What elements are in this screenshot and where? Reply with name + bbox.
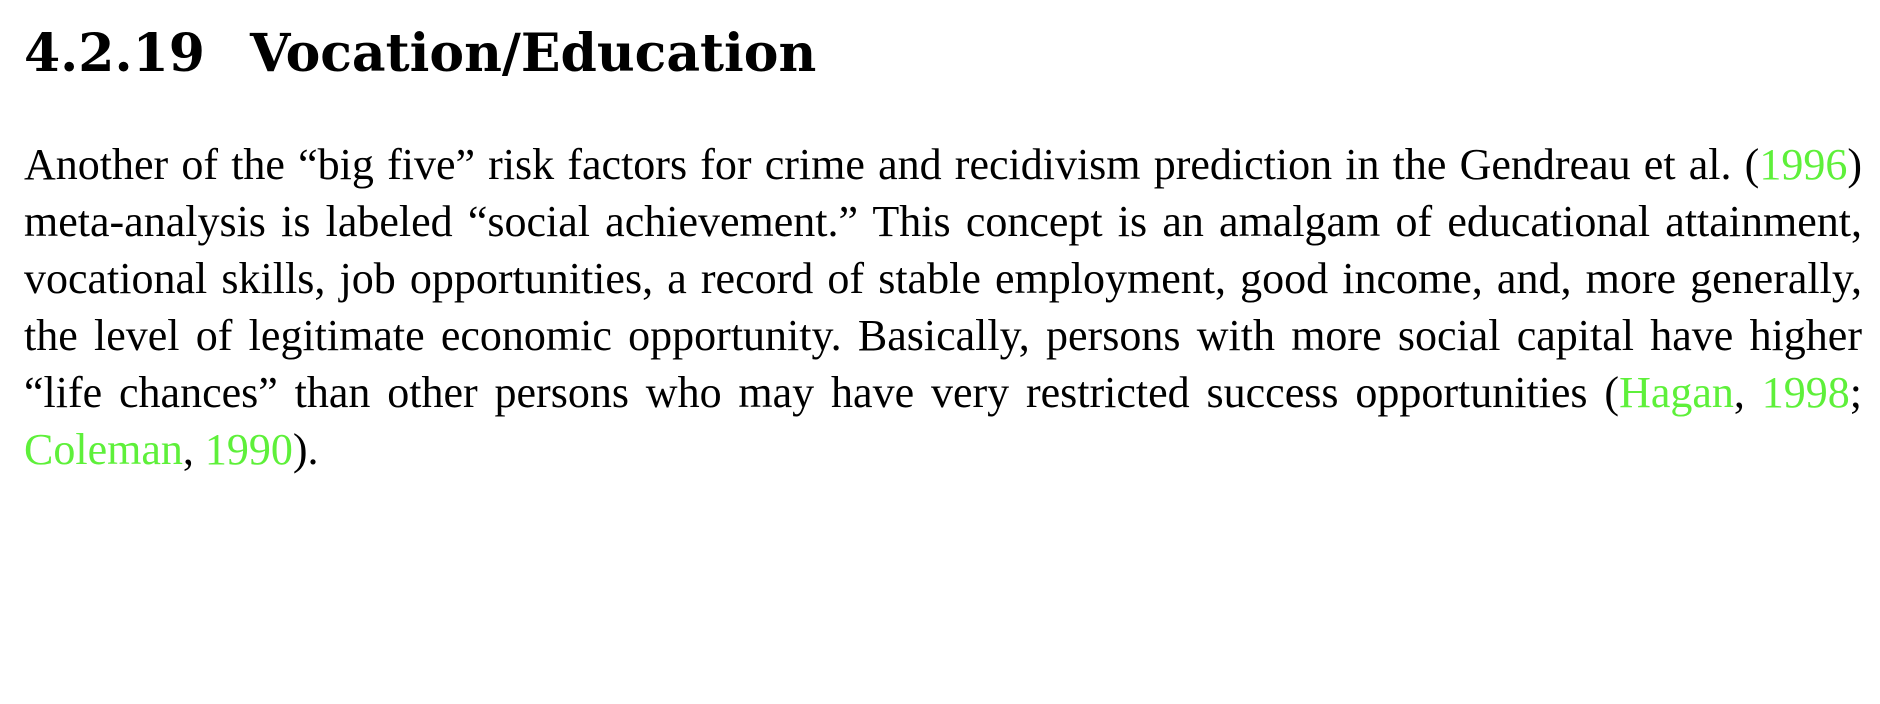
paragraph-text: ) meta-analysis is labeled “social achie… xyxy=(24,140,1862,417)
paragraph-text: , xyxy=(182,425,205,474)
citation-link-year[interactable]: 1996 xyxy=(1759,140,1848,189)
citation-link-author[interactable]: Hagan xyxy=(1619,368,1734,417)
section-heading: 4.2.19 Vocation/Education xyxy=(24,0,1862,92)
section-title: Vocation/Education xyxy=(250,23,817,84)
paragraph-text: ; xyxy=(1849,368,1862,417)
document-page: 4.2.19 Vocation/Education Another of the … xyxy=(24,0,1862,478)
paragraph-text: Another of the “big five” risk factors f… xyxy=(24,140,1760,189)
citation-link-year[interactable]: 1990 xyxy=(204,425,293,474)
paragraph-text: , xyxy=(1733,368,1762,417)
body-paragraph: Another of the “big five” risk factors f… xyxy=(24,136,1862,478)
section-number: 4.2.19 xyxy=(24,23,205,84)
paragraph-text: ). xyxy=(292,425,319,474)
citation-link-author[interactable]: Coleman xyxy=(24,425,183,474)
citation-link-year[interactable]: 1998 xyxy=(1761,368,1850,417)
